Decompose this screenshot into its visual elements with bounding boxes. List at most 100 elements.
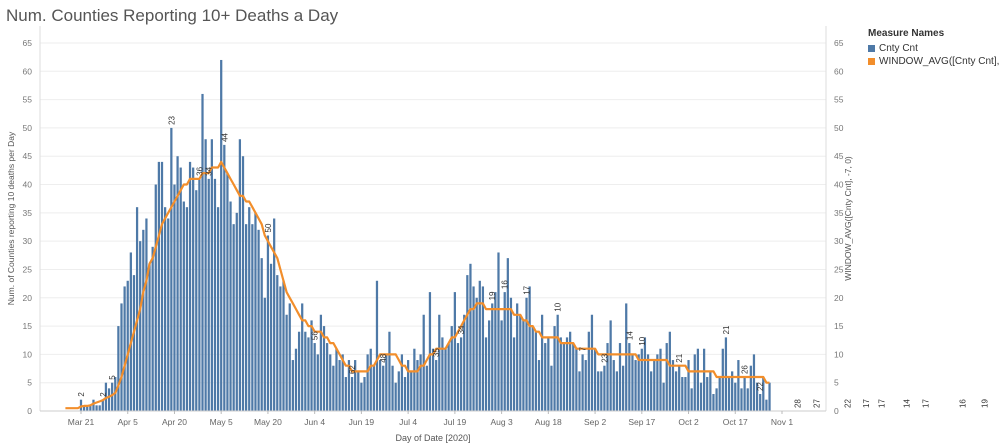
x-tick-label: Oct 2 [678,417,699,427]
bar [759,394,762,411]
bar [297,331,301,411]
y-tick-label: 20 [23,293,33,303]
bar [556,314,559,411]
bar [547,337,550,411]
bar [391,365,394,411]
bar [263,297,266,411]
bar [182,201,185,411]
bar [326,343,329,411]
x-tick-label: May 20 [254,417,282,427]
bar [581,354,584,411]
bar [662,382,665,411]
bar [606,343,609,411]
legend-title: Measure Names [868,28,945,39]
y-right-tick-label: 55 [834,95,844,105]
bar [204,139,207,411]
bar [475,297,478,411]
bar [416,360,419,411]
data-label: 5 [108,375,117,380]
data-label: 36 [195,166,204,175]
bar [459,337,463,411]
bar [397,371,400,411]
bar [157,161,161,411]
legend-item-bars[interactable]: Cnty Cnt [868,43,1000,54]
data-label: 22 [843,399,852,408]
y-tick-label: 35 [23,208,33,218]
bar [727,377,731,411]
x-tick-label: Nov 1 [771,417,793,427]
bar [631,354,634,411]
data-label: 34 [205,166,214,175]
bar [653,360,656,411]
bar [307,337,310,411]
y-right-tick-label: 60 [834,66,844,76]
legend-item-line[interactable]: WINDOW_AVG([Cnty Cnt], -7, 0) [868,56,1000,67]
bar [173,184,176,411]
bar [528,286,531,411]
bar [151,246,154,411]
bar [407,360,410,411]
bar [755,382,759,411]
bar [223,144,226,411]
bar [357,371,360,411]
bar [609,320,612,411]
bar [678,365,681,411]
data-label: 2 [77,392,86,397]
bar [593,348,597,411]
bar [170,127,173,411]
bar [248,207,251,411]
bar [684,377,687,411]
bar [540,314,544,411]
x-tick-label: Jun 19 [349,417,375,427]
y-right-tick-label: 20 [834,293,844,303]
bar [301,303,304,411]
bar [413,348,416,411]
bar [522,320,525,411]
bar [332,365,335,411]
data-label: 2 [99,392,108,397]
data-label: 16 [501,280,510,289]
data-label: 34 [457,325,466,334]
bar [740,388,743,411]
bar [625,303,628,411]
bar [310,320,313,411]
bar [690,388,693,411]
bar [111,382,114,411]
data-label: 19 [488,291,497,300]
bar [765,399,768,411]
bar [584,360,587,411]
y-tick-label: 65 [23,38,33,48]
bar [213,178,217,411]
bar [478,280,481,411]
data-label: 17 [921,399,930,408]
bar [509,297,513,411]
bar [746,388,749,411]
data-label: 10 [638,336,647,345]
x-tick-label: Aug 18 [535,417,562,427]
data-label: 26 [741,365,750,374]
bar [238,139,242,411]
y-right-tick-label: 30 [834,236,844,246]
bar [123,286,126,411]
y-right-tick-label: 5 [834,378,839,388]
bar [615,371,618,411]
bar [276,275,279,411]
bar [428,292,432,411]
bar [525,297,528,411]
bar [254,212,257,411]
bar [721,348,724,411]
bar [687,360,690,411]
bar [126,280,129,411]
bar [369,348,372,411]
bar [569,331,572,411]
bar [553,326,556,411]
bar [132,275,136,411]
bar [176,156,179,411]
bar [294,348,298,411]
y-axis-title-right: WINDOW_AVG([Cnty Cnt], -7, 0) [843,156,853,281]
bar [117,326,120,411]
bar [665,343,668,411]
bar [575,348,578,411]
